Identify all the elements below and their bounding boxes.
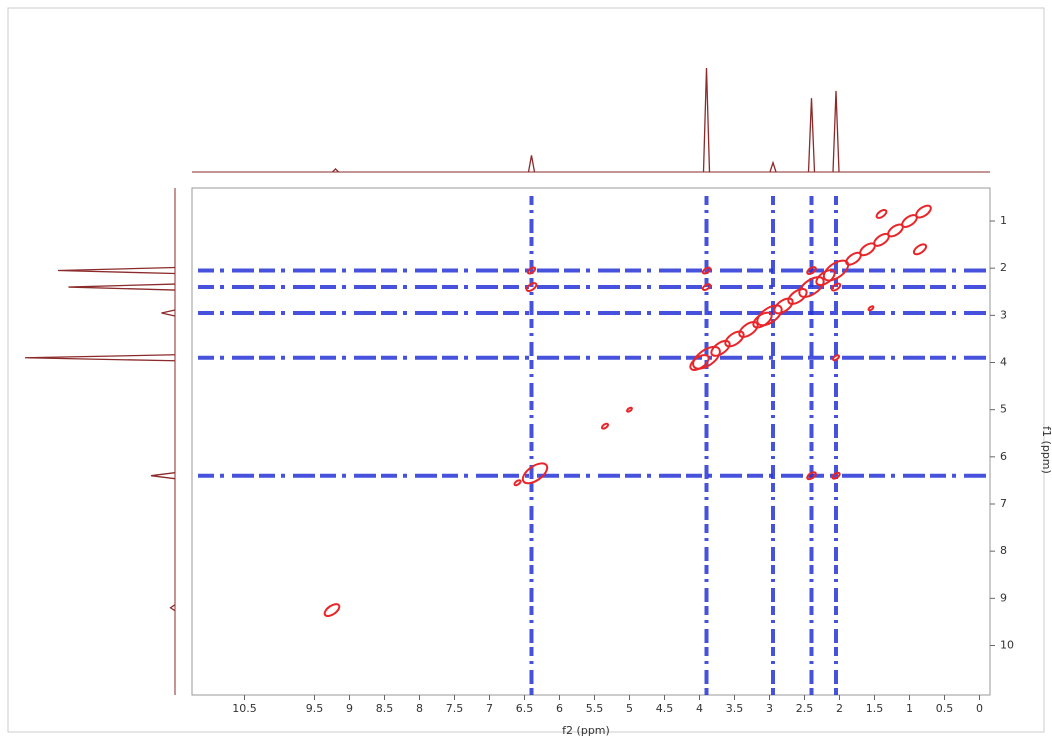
x-tick-label: 8.5 xyxy=(376,702,394,715)
y-tick-label: 10 xyxy=(1000,638,1014,651)
cross-peak xyxy=(737,319,760,340)
x-tick-label: 1.5 xyxy=(866,702,884,715)
projection-peak xyxy=(704,68,710,172)
cross-peak xyxy=(868,306,874,312)
projection-peak xyxy=(162,310,176,316)
cross-peak xyxy=(702,283,711,291)
x-tick-label: 6.5 xyxy=(516,702,534,715)
frame xyxy=(8,8,1044,732)
cross-peak xyxy=(912,242,928,256)
cross-peak xyxy=(786,286,809,307)
cross-peak xyxy=(831,282,842,292)
x-tick-label: 4 xyxy=(696,702,703,715)
cross-peak xyxy=(601,423,609,430)
cross-peak xyxy=(723,329,746,350)
x-tick-label: 0 xyxy=(976,702,983,715)
y-tick-label: 3 xyxy=(1000,308,1007,321)
x-tick-label: 5.5 xyxy=(586,702,604,715)
projection-peak xyxy=(809,98,815,172)
y-tick-label: 4 xyxy=(1000,356,1007,369)
y-axis-label: f1 (ppm) xyxy=(1040,426,1052,474)
y-tick-label: 9 xyxy=(1000,591,1007,604)
cross-peak xyxy=(626,407,632,413)
x-tick-label: 10.5 xyxy=(232,702,257,715)
x-tick-label: 3 xyxy=(766,702,773,715)
x-tick-label: 9 xyxy=(346,702,353,715)
x-tick-label: 7.5 xyxy=(446,702,464,715)
x-tick-label: 7 xyxy=(486,702,493,715)
x-tick-label: 4.5 xyxy=(656,702,674,715)
x-tick-label: 8 xyxy=(416,702,423,715)
y-tick-label: 7 xyxy=(1000,497,1007,510)
cross-peak xyxy=(688,352,711,373)
x-tick-label: 1 xyxy=(906,702,913,715)
y-tick-label: 2 xyxy=(1000,261,1007,274)
x-tick-label: 6 xyxy=(556,702,563,715)
cross-peak xyxy=(832,354,840,361)
cross-peak xyxy=(519,460,550,488)
cross-peak xyxy=(709,338,732,359)
projection-peak xyxy=(529,155,535,172)
cross-peak xyxy=(844,250,863,267)
y-tick-label: 1 xyxy=(1000,214,1007,227)
x-tick-label: 9.5 xyxy=(306,702,324,715)
y-tick-label: 8 xyxy=(1000,544,1007,557)
cross-peak xyxy=(323,602,342,619)
x-tick-label: 0.5 xyxy=(936,702,954,715)
cross-peak xyxy=(514,479,522,486)
projection-peak xyxy=(25,355,175,361)
projection-peak xyxy=(151,473,175,479)
y-tick-label: 5 xyxy=(1000,403,1007,416)
x-tick-label: 5 xyxy=(626,702,633,715)
cross-peak xyxy=(875,208,887,219)
x-axis-label: f2 (ppm) xyxy=(562,724,610,737)
cross-peak xyxy=(525,282,537,293)
plot-area xyxy=(192,188,990,695)
x-tick-label: 3.5 xyxy=(726,702,744,715)
x-tick-label: 2 xyxy=(836,702,843,715)
projection-peak xyxy=(69,284,176,290)
projection-peak xyxy=(770,163,776,172)
projection-peak xyxy=(58,268,175,274)
projection-peak xyxy=(833,91,839,172)
chart: f2 (ppm) f1 (ppm) 10.59.598.587.576.565.… xyxy=(0,0,1052,740)
y-tick-label: 6 xyxy=(1000,450,1007,463)
x-tick-label: 2.5 xyxy=(796,702,814,715)
projection-peak xyxy=(171,605,176,611)
